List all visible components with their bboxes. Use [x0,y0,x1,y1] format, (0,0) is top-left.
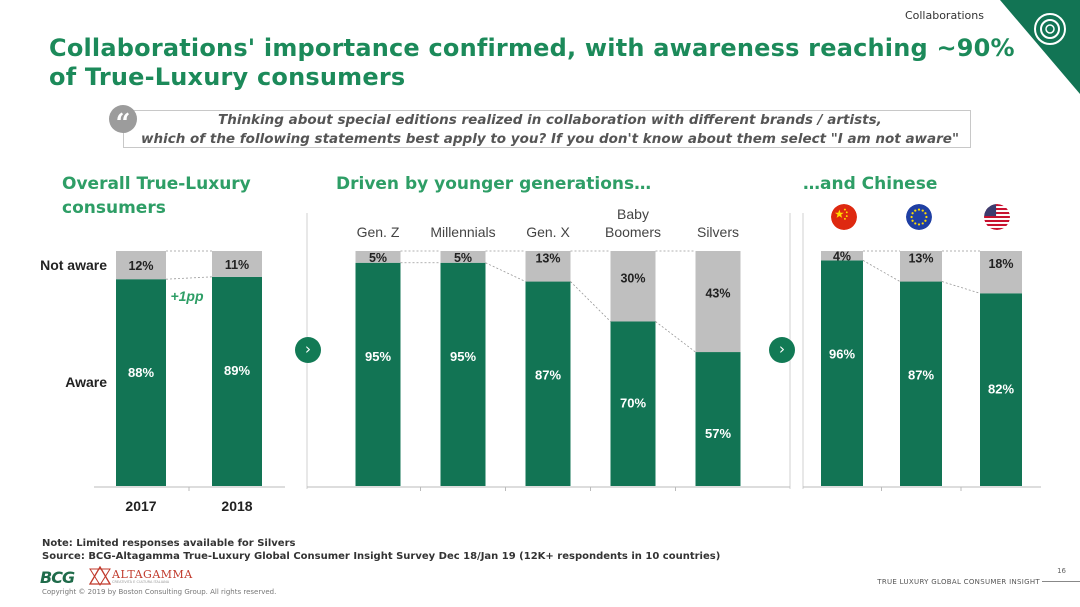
page-title: Collaborations' importance confirmed, wi… [49,34,1015,91]
connector-line [941,281,981,294]
bar-aware [525,281,571,486]
bar-aware [116,279,166,486]
connector-line [485,262,526,282]
usa-flag-icon [984,204,1010,230]
category-label: Millennials [430,224,495,240]
data-label-aware: 88% [128,365,154,380]
page-number: 16 [1057,567,1066,575]
bar-not-aware [440,251,486,263]
generations-title: Driven by younger generations… [336,174,652,194]
row-label-aware: Aware [65,374,107,390]
category-label: Silvers [697,224,739,240]
bar-not-aware [980,251,1022,294]
bar-aware [355,262,401,486]
row-label-not-aware: Not aware [40,257,107,273]
category-label: 2018 [221,498,252,514]
bar-aware [821,260,863,486]
data-label-not-aware: 11% [225,258,249,272]
bar-aware [440,262,486,486]
bar-not-aware [355,251,401,263]
data-label-not-aware: 13% [908,251,933,265]
eu-flag-icon [906,204,932,230]
data-label-aware: 96% [829,346,855,361]
copyright: Copyright © 2019 by Boston Consulting Gr… [42,588,277,596]
bar-not-aware [821,251,863,261]
bar-not-aware [212,251,262,277]
bcg-logo: BCG [40,568,75,587]
connector-line [655,321,696,353]
data-label-aware: 87% [908,368,934,383]
data-label-not-aware: 43% [705,287,730,301]
bar-aware [610,321,656,486]
bar-aware [695,352,741,486]
category-label: Gen. Z [357,224,400,240]
data-label-aware: 95% [450,349,476,364]
bar-not-aware [525,251,571,282]
altagamma-logo-icon [89,566,111,586]
category-label: 2017 [125,498,156,514]
bar-not-aware [116,251,166,280]
footer-divider [1042,581,1080,582]
corner-logo [1000,0,1080,94]
data-label-aware: 87% [535,368,561,383]
connector-line [165,276,213,280]
data-label-not-aware: 4% [833,250,851,264]
report-title: TRUE LUXURY GLOBAL CONSUMER INSIGHT [877,578,1040,586]
bar-not-aware [900,251,942,282]
data-label-not-aware: 5% [369,251,387,265]
altagamma-logo: ALTAGAMMA [112,568,193,581]
data-label-aware: 57% [705,426,731,441]
bar-aware [900,281,942,486]
bar-aware [212,276,262,486]
chevron-right-icon[interactable]: › [769,337,795,363]
footnote-source: Source: BCG-Altagamma True-Luxury Global… [42,551,721,562]
bar-aware [980,293,1022,486]
data-label-aware: 82% [988,381,1014,396]
overall-title-line-1: Overall True-Luxury [62,174,251,194]
chevron-right-icon[interactable]: › [295,337,321,363]
category-label: Boomers [605,224,661,240]
category-label: Gen. X [526,224,570,240]
data-label-not-aware: 13% [535,251,560,265]
data-label-not-aware: 12% [128,259,153,273]
change-annotation: +1pp [170,288,204,304]
section-tag: Collaborations [904,9,984,22]
data-label-not-aware: 18% [988,257,1013,271]
chinese-title: …and Chinese [803,174,938,194]
quote-icon: “ [109,105,137,139]
footnote-note: Note: Limited responses available for Si… [42,538,296,549]
connector-line [862,260,901,282]
china-flag-icon [831,204,857,230]
data-label-not-aware: 5% [454,251,472,265]
data-label-aware: 95% [365,349,391,364]
overall-title-line-2: consumers [62,198,166,218]
bar-not-aware [610,251,656,322]
category-label: Baby [617,206,649,222]
question-line-2: which of the following statements best a… [141,131,959,147]
question-line-1: Thinking about special editions realized… [218,112,882,128]
data-label-aware: 70% [620,396,646,411]
data-label-aware: 89% [224,363,250,378]
connector-line [570,281,611,322]
altagamma-tagline: CREATIVITÀ E CULTURA ITALIANA [112,580,170,584]
data-label-not-aware: 30% [620,271,645,285]
bar-not-aware [695,251,741,353]
